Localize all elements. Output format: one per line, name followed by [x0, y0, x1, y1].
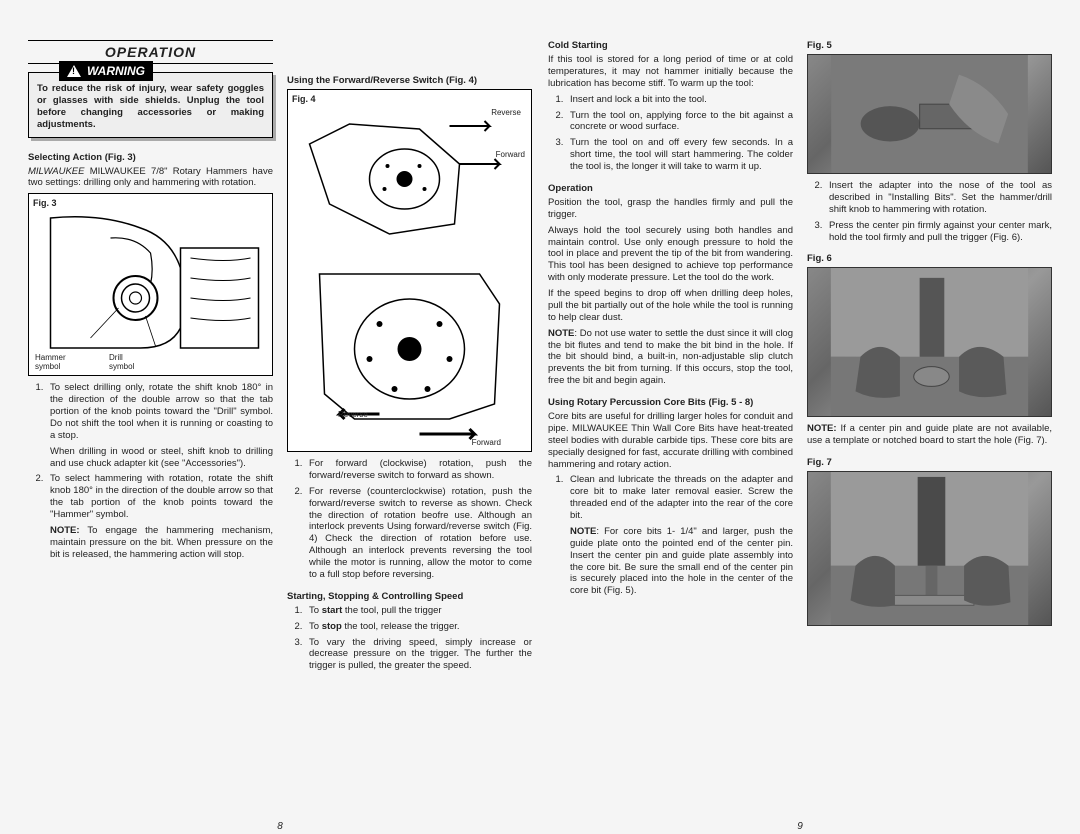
list-item: For forward (clockwise) rotation, push t…: [305, 458, 532, 482]
selecting-action-intro: MILWAUKEE MILWAUKEE 7/8" Rotary Hammers …: [28, 166, 273, 190]
list-item: To select drilling only, rotate the shif…: [46, 382, 273, 469]
fig7-label: Fig. 7: [807, 457, 1052, 468]
page-number-right: 9: [797, 821, 803, 832]
op-p4: NOTE: Do not use water to settle the dus…: [548, 328, 793, 387]
figure-7-photo: [807, 471, 1052, 626]
list-item: Turn the tool on, applying force to the …: [566, 110, 793, 134]
warning-box: WARNING To reduce the risk of injury, we…: [28, 72, 273, 138]
page-left: OPERATION WARNING To reduce the risk of …: [28, 40, 532, 814]
selecting-action-heading: Selecting Action (Fig. 3): [28, 152, 273, 163]
cold-start-heading: Cold Starting: [548, 40, 793, 51]
warning-label: WARNING: [87, 64, 145, 78]
selecting-action-list: To select drilling only, rotate the shif…: [28, 382, 273, 564]
fig6-note: NOTE: If a center pin and guide plate ar…: [807, 423, 1052, 447]
warning-header: WARNING: [59, 61, 153, 81]
fig4-fwd2: Forward: [472, 438, 501, 447]
fig3-hammer-label: Hammer symbol: [35, 353, 66, 371]
cold-start-intro: If this tool is stored for a long period…: [548, 54, 793, 90]
li1-text: To select drilling only, rotate the shif…: [50, 382, 273, 441]
list-item: To start the tool, pull the trigger: [305, 605, 532, 617]
op-p3: If the speed begins to drop off when dri…: [548, 288, 793, 324]
fig4-illustration: [292, 104, 527, 444]
op-p1: Position the tool, grasp the handles fir…: [548, 197, 793, 221]
start-stop-list: To start the tool, pull the trigger To s…: [287, 605, 532, 676]
list-item: To select hammering with rotation, rotat…: [46, 473, 273, 560]
column-4: Fig. 5 Insert the adapter into the nose …: [807, 40, 1052, 814]
list-item: Insert the adapter into the nose of the …: [825, 180, 1052, 216]
page-right: Cold Starting If this tool is stored for…: [548, 40, 1052, 814]
cb-note: NOTE: For core bits 1- 1/4" and larger, …: [570, 526, 793, 597]
start-stop-heading: Starting, Stopping & Controlling Speed: [287, 591, 532, 602]
col4-list: Insert the adapter into the nose of the …: [807, 180, 1052, 247]
list-item: Clean and lubricate the threads on the a…: [566, 474, 793, 597]
li2-text: To select hammering with rotation, rotat…: [50, 473, 273, 520]
figure-6-photo: [807, 267, 1052, 417]
cbli1-text: Clean and lubricate the threads on the a…: [570, 474, 793, 521]
warning-body: To reduce the risk of injury, wear safet…: [37, 83, 264, 131]
fig4-rev1: Reverse: [491, 108, 521, 117]
fig3-drill-label: Drill symbol: [109, 353, 134, 371]
fig3-label: Fig. 3: [33, 198, 268, 208]
fig4-label: Fig. 4: [292, 94, 527, 104]
list-item: Insert and lock a bit into the tool.: [566, 94, 793, 106]
corebits-list: Clean and lubricate the threads on the a…: [548, 474, 793, 601]
fwd-rev-heading: Using the Forward/Reverse Switch (Fig. 4…: [287, 75, 532, 86]
fig4-rev2: Reverse: [338, 410, 368, 419]
column-2: Using the Forward/Reverse Switch (Fig. 4…: [287, 40, 532, 814]
figure-5-photo: [807, 54, 1052, 174]
op-p2: Always hold the tool securely using both…: [548, 225, 793, 284]
corebits-heading: Using Rotary Percussion Core Bits (Fig. …: [548, 397, 793, 408]
li1b-text: When drilling in wood or steel, shift kn…: [50, 446, 273, 470]
fig6-label: Fig. 6: [807, 253, 1052, 264]
column-1: OPERATION WARNING To reduce the risk of …: [28, 40, 273, 814]
fig4-fwd1: Forward: [496, 150, 525, 159]
list-item: To stop the tool, release the trigger.: [305, 621, 532, 633]
list-item: To vary the driving speed, simply increa…: [305, 637, 532, 673]
list-item: Turn the tool on and off every few secon…: [566, 137, 793, 173]
page-number-left: 8: [277, 821, 283, 832]
corebits-intro: Core bits are useful for drilling larger…: [548, 411, 793, 470]
figure-3: Fig. 3 Hammer symbol Drill symbol: [28, 193, 273, 376]
fig3-illustration: [33, 208, 268, 368]
fig5-label: Fig. 5: [807, 40, 1052, 51]
warning-triangle-icon: [67, 65, 81, 77]
operation-heading: Operation: [548, 183, 793, 194]
list-item: Press the center pin firmly against your…: [825, 220, 1052, 244]
li2-note: NOTE: To engage the hammering mechanism,…: [50, 525, 273, 561]
figure-4: Fig. 4 Re: [287, 89, 532, 452]
column-3: Cold Starting If this tool is stored for…: [548, 40, 793, 814]
cold-start-list: Insert and lock a bit into the tool. Tur…: [548, 94, 793, 177]
list-item: For reverse (counterclockwise) rotation,…: [305, 486, 532, 581]
fwd-rev-list: For forward (clockwise) rotation, push t…: [287, 458, 532, 585]
